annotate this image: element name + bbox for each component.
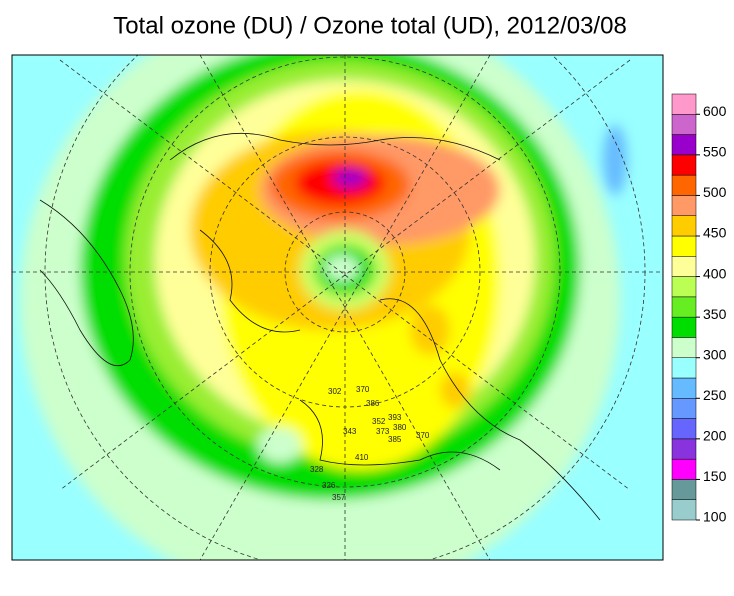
colorbar-bin xyxy=(671,256,697,277)
colorbar-tick-label: 150 xyxy=(703,468,727,484)
colorbar-bin xyxy=(671,499,697,521)
station-value: 370 xyxy=(416,431,430,440)
station-value: 393 xyxy=(388,413,402,422)
colorbar-bin xyxy=(671,357,697,379)
colorbar-bin xyxy=(671,154,697,176)
station-value: 326 xyxy=(322,481,336,490)
colorbar-bin xyxy=(671,195,697,216)
colorbar: 100 150 200 250 300 350 400 450 500 550 600 xyxy=(671,93,727,525)
colorbar-tick-label: 550 xyxy=(703,144,727,160)
station-value: 357 xyxy=(332,493,346,502)
station-value: 302 xyxy=(328,387,342,396)
colorbar-bin xyxy=(671,114,697,135)
colorbar-tick-label: 500 xyxy=(703,184,727,200)
colorbar-bin xyxy=(671,398,697,419)
colorbar-bin xyxy=(671,93,697,115)
colorbar-bin xyxy=(671,458,697,480)
colorbar-tick-label: 300 xyxy=(703,346,727,362)
colorbar-bin xyxy=(671,337,697,358)
colorbar-bin xyxy=(671,134,697,156)
colorbar-bin xyxy=(671,316,697,338)
station-labels: 302 370 386 343 352 393 373 380 385 370 … xyxy=(310,385,430,502)
station-value: 385 xyxy=(388,435,402,444)
map-frame xyxy=(11,54,664,561)
colorbar-bin xyxy=(671,418,697,440)
station-value: 370 xyxy=(356,385,370,394)
colorbar-bin xyxy=(671,276,697,298)
colorbar-tick-label: 250 xyxy=(703,387,727,403)
station-value: 343 xyxy=(343,427,357,436)
station-value: 328 xyxy=(310,465,324,474)
colorbar-tick-label: 200 xyxy=(703,428,727,444)
map-title: Total ozone (DU) / Ozone total (UD), 201… xyxy=(113,12,627,39)
station-value: 380 xyxy=(393,423,407,432)
colorbar-bin xyxy=(671,235,697,257)
colorbar-tick-label: 350 xyxy=(703,306,727,322)
colorbar-bin xyxy=(671,174,697,196)
colorbar-tick-label: 100 xyxy=(703,509,727,525)
station-value: 373 xyxy=(376,427,390,436)
station-value: 352 xyxy=(372,417,386,426)
colorbar-bin xyxy=(671,438,697,460)
colorbar-tick-label: 450 xyxy=(703,225,727,241)
ozone-field xyxy=(12,55,663,560)
colorbar-bin xyxy=(671,296,697,318)
colorbar-tick-label: 400 xyxy=(703,265,727,281)
colorbar-bin xyxy=(671,215,697,237)
colorbar-bin xyxy=(671,479,697,500)
station-value: 386 xyxy=(366,399,380,408)
colorbar-tick-label: 600 xyxy=(703,103,727,119)
colorbar-bin xyxy=(671,377,697,399)
station-value: 410 xyxy=(355,453,369,462)
